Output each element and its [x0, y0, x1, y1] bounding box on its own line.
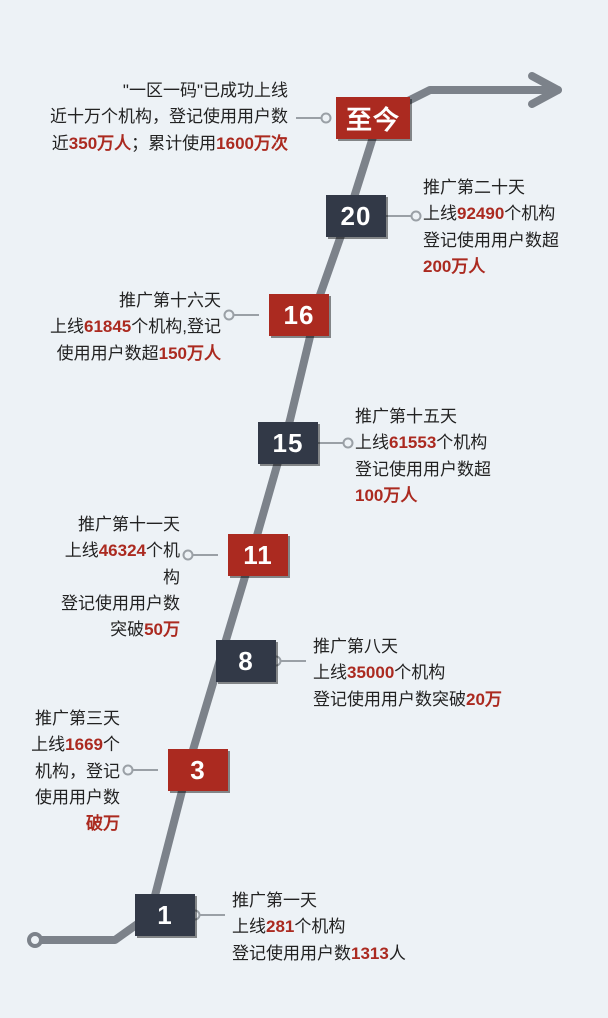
badge-label: 20 — [341, 201, 372, 232]
timeline-text-today: "一区一码"已成功上线近十万个机构，登记使用用户数近350万人；累计使用1600… — [15, 78, 288, 157]
text-segment: 登记使用用户数 — [61, 594, 180, 613]
text-segment: 1669 — [65, 735, 103, 754]
text-segment: 个机构 — [504, 204, 555, 223]
text-segment: 个机构 — [436, 433, 487, 452]
timeline-badge: 至今 — [336, 97, 410, 139]
text-segment: 推广第三天 — [35, 709, 120, 728]
timeline-text-day3: 推广第三天上线1669个机构，登记使用用户数破万 — [15, 706, 120, 838]
text-segment: "一区一码"已成功上线 — [123, 81, 288, 100]
text-segment: 上线 — [65, 541, 99, 560]
text-segment: 上线 — [355, 433, 389, 452]
text-segment: 推广第十一天 — [78, 515, 180, 534]
text-segment: 61845 — [84, 317, 131, 336]
text-segment: 46324 — [99, 541, 146, 560]
badge-label: 11 — [243, 540, 273, 571]
text-segment: 推广第八天 — [313, 637, 398, 656]
timeline-text-day1: 推广第一天上线281个机构登记使用用户数1313人 — [232, 888, 492, 967]
text-segment: 使用用户数 — [35, 788, 120, 807]
timeline-text-day20: 推广第二十天上线92490个机构登记使用用户数超 200万人 — [423, 175, 593, 280]
timeline-text-day15: 推广第十五天上线61553个机构登记使用用户数超 100万人 — [355, 404, 555, 509]
text-segment: 350万人 — [69, 134, 131, 153]
text-segment: 近十万个机构，登记使用用户数 — [50, 107, 288, 126]
text-segment: 1313 — [351, 944, 389, 963]
badge-label: 15 — [273, 428, 304, 459]
timeline-badge: 16 — [269, 294, 329, 336]
text-segment: 上线 — [50, 317, 84, 336]
connector-dot — [124, 766, 133, 775]
timeline-text-day11: 推广第十一天上线46324个机构登记使用用户数突破50万 — [50, 512, 180, 644]
timeline-badge: 20 — [326, 195, 386, 237]
badge-label: 16 — [284, 300, 315, 331]
badge-label: 3 — [190, 755, 205, 786]
timeline-badge: 1 — [135, 894, 195, 936]
text-segment: 推广第十五天 — [355, 407, 457, 426]
timeline-text-day16: 推广第十六天上线61845个机构,登记使用用户数超150万人 — [45, 288, 221, 367]
text-segment: 人 — [389, 944, 406, 963]
text-segment: 破万 — [86, 814, 120, 833]
timeline-badge: 3 — [168, 749, 228, 791]
text-segment: 使用用户数超 — [57, 344, 159, 363]
timeline-start-dot — [29, 934, 41, 946]
text-segment: 登记使用用户数超 — [355, 460, 491, 479]
connector-dot — [225, 311, 234, 320]
text-segment: 推广第一天 — [232, 891, 317, 910]
text-segment: 50万 — [144, 620, 180, 639]
timeline-badge: 11 — [228, 534, 288, 576]
text-segment: 个机构 — [146, 541, 180, 586]
text-segment: 1600万次 — [216, 134, 288, 153]
connector-dot — [344, 439, 353, 448]
text-segment: 上线 — [232, 917, 266, 936]
text-segment: 推广第二十天 — [423, 178, 525, 197]
text-segment: 个机构 — [394, 663, 445, 682]
text-segment: 登记使用用户数超 — [423, 231, 559, 250]
text-segment: 61553 — [389, 433, 436, 452]
text-segment: 200万人 — [423, 257, 485, 276]
text-segment: 92490 — [457, 204, 504, 223]
text-segment: 登记使用用户数突破 — [313, 690, 466, 709]
arrow-lower — [532, 90, 558, 104]
badge-label: 1 — [157, 900, 172, 931]
text-segment: 150万人 — [159, 344, 221, 363]
text-segment: 35000 — [347, 663, 394, 682]
text-segment: 登记使用用户数 — [232, 944, 351, 963]
badge-label: 8 — [238, 646, 253, 677]
timeline-badge: 8 — [216, 640, 276, 682]
timeline-badge: 15 — [258, 422, 318, 464]
connector-dot — [322, 114, 331, 123]
arrow-upper — [532, 76, 558, 90]
text-segment: 突破 — [110, 620, 144, 639]
text-segment: 个机构,登记 — [131, 317, 221, 336]
text-segment: ；累计使用 — [131, 134, 216, 153]
text-segment: 个 — [103, 735, 120, 754]
text-segment: 近 — [52, 134, 69, 153]
text-segment: 个机构 — [294, 917, 345, 936]
connector-dot — [412, 212, 421, 221]
text-segment: 281 — [266, 917, 294, 936]
text-segment: 上线 — [313, 663, 347, 682]
text-segment: 机构，登记 — [35, 762, 120, 781]
text-segment: 上线 — [31, 735, 65, 754]
text-segment: 上线 — [423, 204, 457, 223]
timeline-text-day8: 推广第八天上线35000个机构登记使用用户数突破20万 — [313, 634, 573, 713]
text-segment: 20万 — [466, 690, 502, 709]
connector-dot — [184, 551, 193, 560]
text-segment: 推广第十六天 — [119, 291, 221, 310]
badge-label: 至今 — [346, 100, 400, 137]
text-segment: 100万人 — [355, 486, 417, 505]
